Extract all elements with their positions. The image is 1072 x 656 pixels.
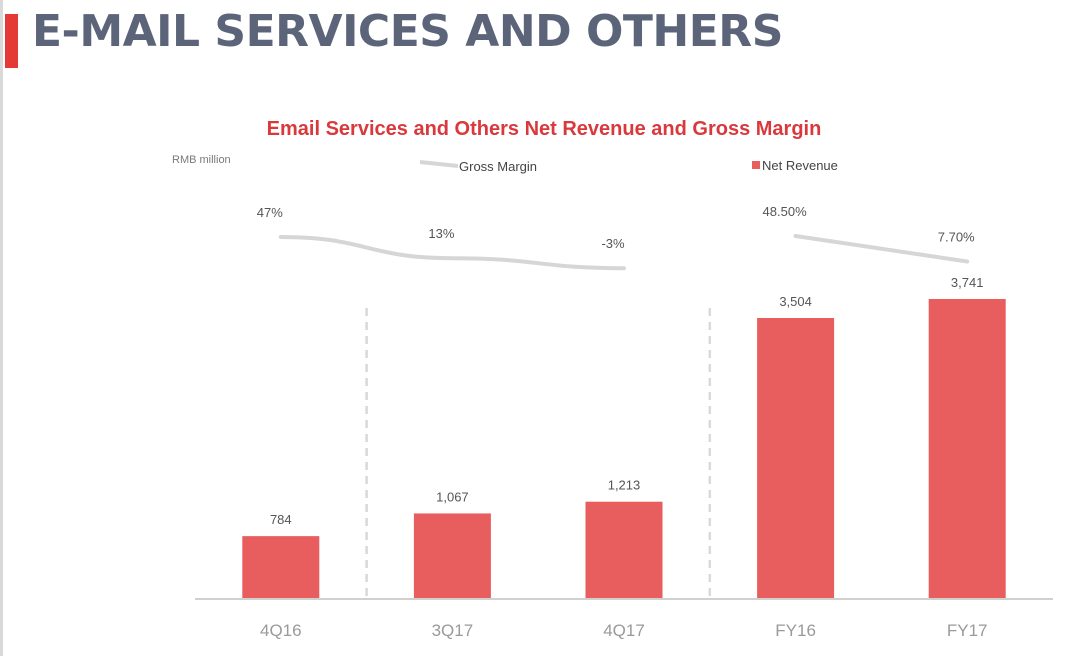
bar-value-label: 784: [270, 512, 292, 527]
net-revenue-labels: 784 1,067 1,213 3,504 3,741: [270, 275, 984, 527]
gross-margin-line: [793, 234, 970, 264]
legend-gross-margin-label: Gross Margin: [459, 159, 537, 174]
slide-left-edge: [0, 0, 3, 656]
title-accent-bar: [5, 14, 18, 68]
bar-value-label: 1,067: [436, 489, 469, 504]
bar-value-label: 1,213: [608, 478, 641, 493]
gross-margin-label: -3%: [601, 236, 625, 251]
gross-margin-label: 7.70%: [938, 230, 975, 245]
gross-margin-labels: 47% 13% -3% 48.50% 7.70%: [257, 204, 975, 251]
gross-margin-label: 13%: [428, 226, 454, 241]
chart-title: Email Services and Others Net Revenue an…: [267, 118, 822, 140]
bar-4q17: [585, 501, 663, 599]
x-tick-label: FY17: [947, 621, 988, 640]
bar-value-label: 3,504: [779, 294, 812, 309]
legend: Gross Margin Net Revenue: [419, 158, 838, 174]
gross-margin-lines: [278, 234, 970, 271]
gross-margin-line: [278, 234, 626, 271]
bar-4q16: [242, 536, 320, 599]
unit-label: RMB million: [172, 154, 231, 166]
gross-margin-label: 48.50%: [763, 204, 808, 219]
net-revenue-bars: [242, 299, 1006, 599]
separators: [365, 308, 712, 600]
slide-title: E-MAIL SERVICES AND OTHERS: [32, 6, 783, 57]
x-tick-label: FY16: [775, 621, 816, 640]
bar-value-label: 3,741: [951, 275, 984, 290]
bar-fy16: [757, 318, 835, 599]
bar-fy17: [928, 299, 1006, 599]
legend-gross-margin-swatch: [419, 160, 459, 168]
legend-net-revenue-swatch: [752, 161, 760, 169]
x-tick-label: 3Q17: [432, 621, 474, 640]
gross-margin-label: 47%: [257, 205, 283, 220]
bar-3q17: [413, 513, 491, 599]
x-tick-label: 4Q17: [603, 621, 645, 640]
legend-net-revenue-label: Net Revenue: [762, 158, 838, 173]
x-tick-label: 4Q16: [260, 621, 302, 640]
x-axis-tick-labels: 4Q16 3Q17 4Q17 FY16 FY17: [260, 621, 988, 640]
